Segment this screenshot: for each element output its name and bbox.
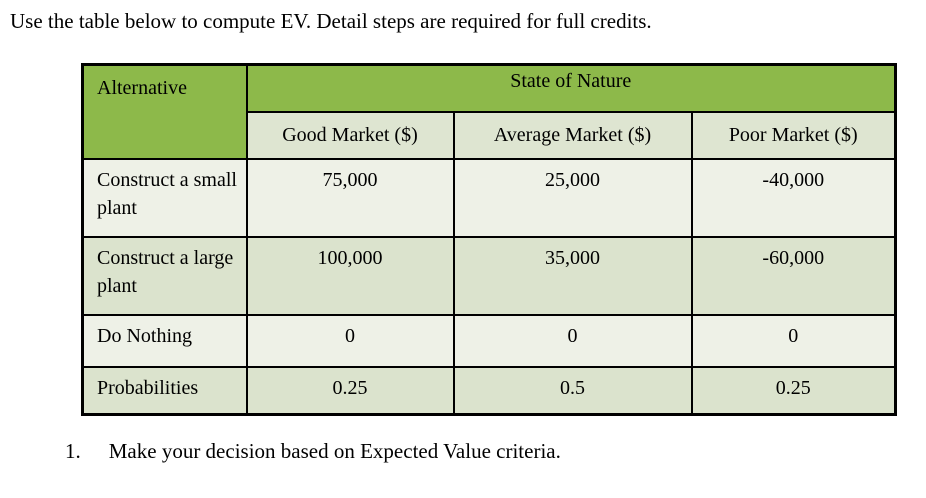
task-item-1: 1. Make your decision based on Expected V… xyxy=(65,439,561,464)
cell-value: 0.5 xyxy=(452,366,693,416)
row-label: Construct a small plant xyxy=(81,158,248,238)
cell-value: -60,000 xyxy=(690,236,897,316)
table-row-small-plant: Construct a small plant 75,000 25,000 -4… xyxy=(81,158,897,238)
corner-header-alternative: Alternative xyxy=(81,63,248,160)
cell-value: -40,000 xyxy=(690,158,897,238)
table-row-large-plant: Construct a large plant 100,000 35,000 -… xyxy=(81,236,897,316)
table-row-do-nothing: Do Nothing 0 0 0 xyxy=(81,314,897,368)
column-header-poor-market: Poor Market ($) xyxy=(690,111,897,160)
header-row-markets: Good Market ($) Average Market ($) Poor … xyxy=(83,111,897,160)
cell-value: 0 xyxy=(245,314,455,368)
column-header-average-market: Average Market ($) xyxy=(452,111,693,160)
cell-value: 100,000 xyxy=(245,236,455,316)
table-row-probabilities: Probabilities 0.25 0.5 0.25 xyxy=(81,366,897,416)
cell-value: 25,000 xyxy=(452,158,693,238)
cell-value: 0 xyxy=(690,314,897,368)
cell-value: 75,000 xyxy=(245,158,455,238)
row-label: Probabilities xyxy=(81,366,248,416)
header-row-group: Alternative State of Nature xyxy=(81,63,897,160)
column-header-good-market: Good Market ($) xyxy=(245,111,455,160)
cell-value: 0.25 xyxy=(690,366,897,416)
cell-value: 35,000 xyxy=(452,236,693,316)
task-item-text: Make your decision based on Expected Val… xyxy=(108,439,561,463)
cell-value: 0.25 xyxy=(245,366,455,416)
row-label: Construct a large plant xyxy=(81,236,248,316)
group-header-state-of-nature: State of Nature xyxy=(245,63,897,113)
row-label: Do Nothing xyxy=(81,314,248,368)
question-title: Use the table below to compute EV. Detai… xyxy=(10,9,652,33)
cell-value: 0 xyxy=(452,314,693,368)
task-item-number: 1. xyxy=(65,439,81,463)
ev-decision-table: Alternative State of Nature Good Market … xyxy=(81,63,897,416)
